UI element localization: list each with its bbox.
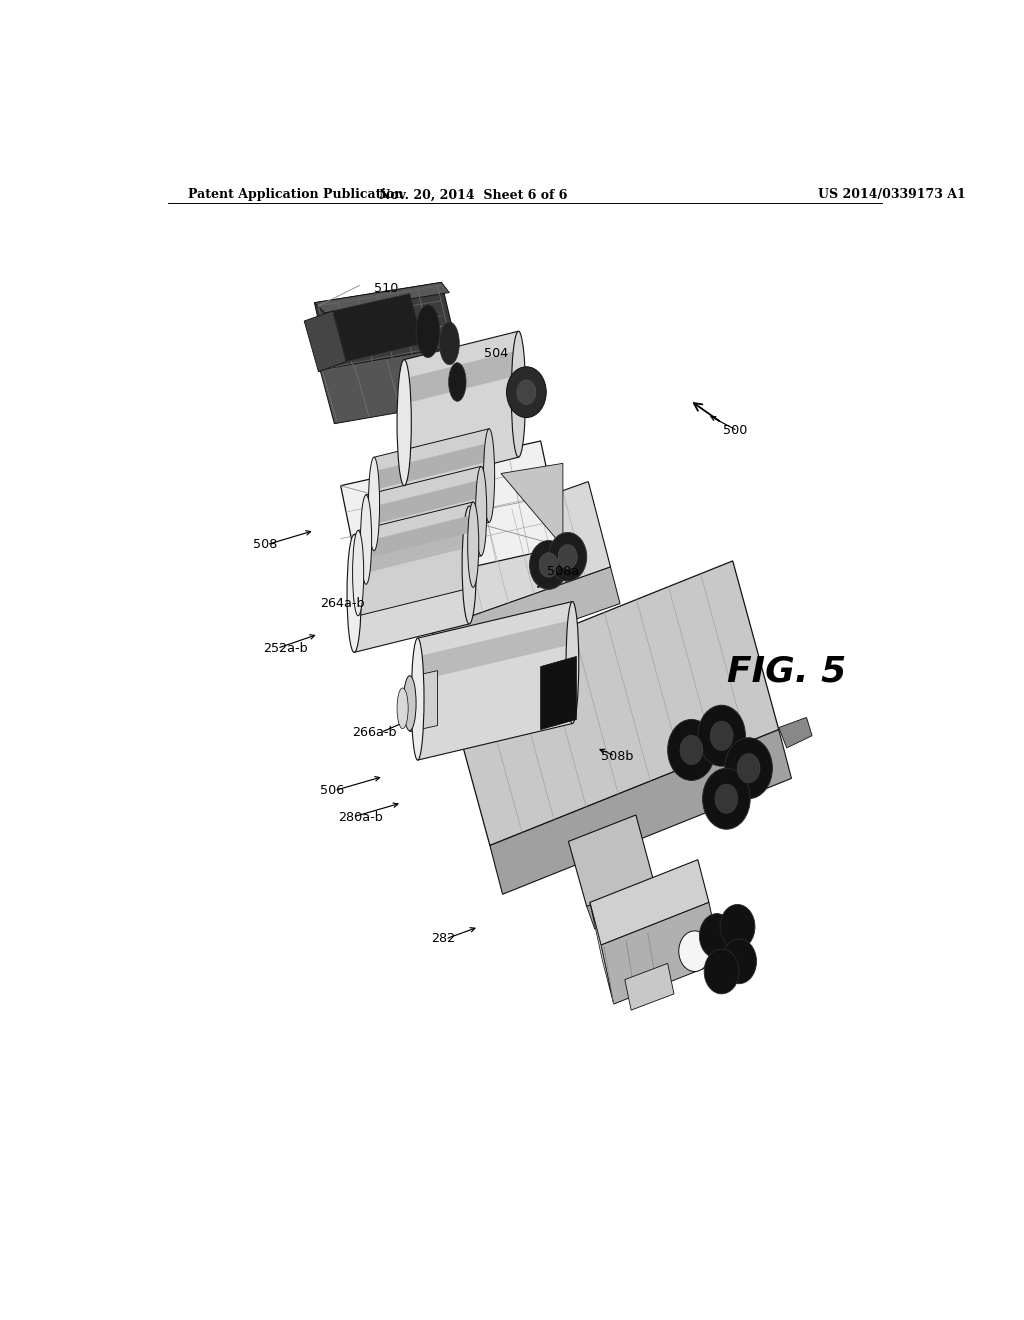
Text: 506: 506 <box>321 784 344 797</box>
Text: US 2014/0339173 A1: US 2014/0339173 A1 <box>818 189 967 202</box>
Circle shape <box>507 367 546 417</box>
Polygon shape <box>304 312 346 372</box>
Polygon shape <box>778 718 812 748</box>
Polygon shape <box>374 442 489 490</box>
Circle shape <box>697 705 745 766</box>
Polygon shape <box>404 331 518 486</box>
Ellipse shape <box>475 466 486 556</box>
Circle shape <box>679 931 711 972</box>
Polygon shape <box>314 282 450 313</box>
Polygon shape <box>354 506 469 652</box>
Polygon shape <box>354 524 469 576</box>
Text: 280a-b: 280a-b <box>338 810 383 824</box>
Polygon shape <box>590 859 709 945</box>
Polygon shape <box>590 903 613 1005</box>
Polygon shape <box>601 903 722 1005</box>
Ellipse shape <box>397 688 409 729</box>
Polygon shape <box>625 964 674 1010</box>
Circle shape <box>722 939 757 983</box>
Text: 252a-b: 252a-b <box>263 642 307 655</box>
Ellipse shape <box>511 331 525 457</box>
Polygon shape <box>541 656 577 730</box>
Text: 510: 510 <box>374 282 398 294</box>
Circle shape <box>705 949 739 994</box>
Text: 500: 500 <box>723 424 748 437</box>
Ellipse shape <box>449 363 466 401</box>
Polygon shape <box>568 814 653 907</box>
Text: 508a: 508a <box>547 565 580 578</box>
Polygon shape <box>374 429 489 550</box>
Text: 266a-b: 266a-b <box>352 726 397 739</box>
Polygon shape <box>410 482 610 630</box>
Polygon shape <box>341 441 563 591</box>
Text: 508: 508 <box>253 539 278 552</box>
Circle shape <box>549 532 587 581</box>
Circle shape <box>711 721 733 750</box>
Polygon shape <box>410 671 437 731</box>
Ellipse shape <box>462 506 476 624</box>
Polygon shape <box>321 346 469 424</box>
Ellipse shape <box>468 502 479 587</box>
Text: Patent Application Publication: Patent Application Publication <box>187 189 403 202</box>
Polygon shape <box>404 350 518 404</box>
Polygon shape <box>367 466 481 585</box>
Text: 264a-b: 264a-b <box>321 597 365 610</box>
Circle shape <box>558 545 578 569</box>
Circle shape <box>517 380 536 404</box>
Circle shape <box>680 735 702 764</box>
Polygon shape <box>443 561 778 846</box>
Circle shape <box>529 541 567 589</box>
Circle shape <box>539 553 558 577</box>
Circle shape <box>668 719 716 780</box>
Polygon shape <box>314 282 458 374</box>
Ellipse shape <box>347 535 361 652</box>
Ellipse shape <box>360 495 372 585</box>
Ellipse shape <box>483 429 495 523</box>
Text: 504: 504 <box>483 347 508 360</box>
Circle shape <box>725 738 772 799</box>
Circle shape <box>702 768 751 829</box>
Ellipse shape <box>397 359 412 486</box>
Ellipse shape <box>352 531 364 615</box>
Polygon shape <box>358 502 473 616</box>
Text: Nov. 20, 2014  Sheet 6 of 6: Nov. 20, 2014 Sheet 6 of 6 <box>379 189 567 202</box>
Polygon shape <box>587 880 662 929</box>
Ellipse shape <box>439 322 460 364</box>
Text: 282: 282 <box>431 932 456 945</box>
Ellipse shape <box>369 457 380 550</box>
Ellipse shape <box>412 638 424 760</box>
Text: FIG. 5: FIG. 5 <box>727 655 846 689</box>
Polygon shape <box>418 602 572 760</box>
Ellipse shape <box>566 602 579 723</box>
Circle shape <box>720 904 755 949</box>
Polygon shape <box>501 463 563 546</box>
Ellipse shape <box>416 305 440 358</box>
Polygon shape <box>367 479 481 527</box>
Polygon shape <box>489 730 792 894</box>
Text: 508b: 508b <box>601 750 634 763</box>
Polygon shape <box>333 293 423 362</box>
Polygon shape <box>432 568 620 667</box>
Circle shape <box>699 913 734 958</box>
Circle shape <box>715 784 738 813</box>
Polygon shape <box>358 515 473 560</box>
Polygon shape <box>418 620 572 681</box>
Circle shape <box>737 754 760 783</box>
Ellipse shape <box>403 676 416 731</box>
